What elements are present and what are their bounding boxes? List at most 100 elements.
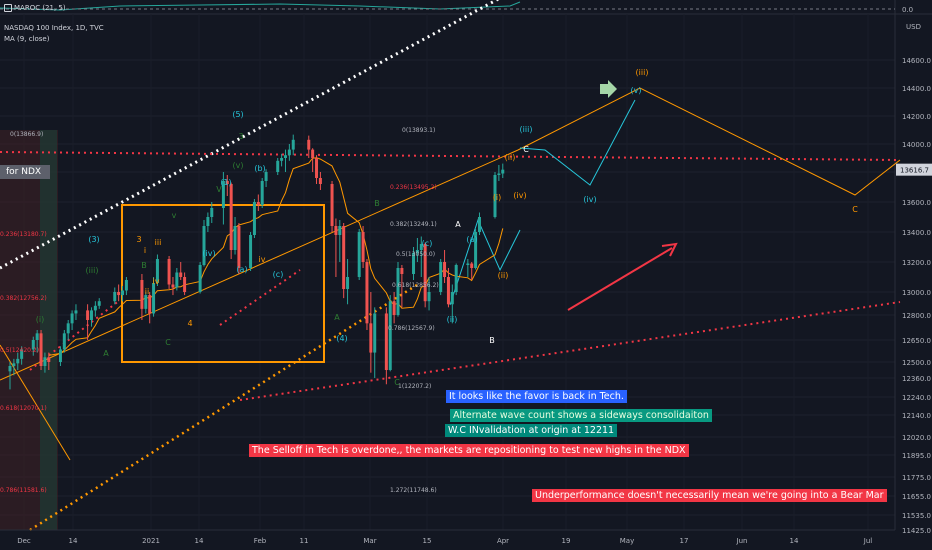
candle-body: [276, 160, 280, 172]
candle-body: [148, 295, 152, 314]
candle-body: [318, 178, 322, 184]
price-tick-label: 13000.0: [902, 289, 931, 297]
candle-body: [338, 226, 342, 235]
fib-label: 0.5(12420.2): [0, 347, 39, 354]
fib-label: 0.236(13180.7): [0, 231, 47, 238]
fib-label: 0.618(12070.1): [0, 405, 47, 412]
candle-body: [229, 184, 233, 250]
candle-body: [171, 284, 175, 288]
arrow-red: [567, 247, 673, 311]
candle-body: [47, 357, 51, 362]
channel-bottom: [29, 281, 421, 532]
candle-body: [260, 181, 264, 205]
candle-body: [283, 155, 287, 158]
wave-label: (a): [236, 265, 247, 274]
arrow-green: [600, 80, 617, 98]
projection-teal-2: [449, 218, 521, 306]
note-selloff: The Selloff in Tech is overdone,, the ma…: [249, 444, 689, 457]
wave-labels: (iii) (v) (iv) (iii) C (ii) (i) (iv) (ii) (ii) (a)…: [36, 68, 858, 387]
candle-body: [373, 313, 377, 353]
fib-label: 1.272(11748.6): [390, 487, 437, 494]
wave-label: B: [489, 336, 495, 345]
time-axis: Dec 14 2021 14 Feb 11 Mar 15 Apr 19 May 17 Jun 14 Jul: [0, 529, 895, 545]
wave-label: (c): [422, 239, 433, 248]
wave-label: A: [334, 313, 340, 322]
candle-body: [167, 259, 171, 285]
last-price-badge: [896, 163, 932, 176]
candle-body: [12, 363, 16, 366]
candle-body: [39, 333, 43, 366]
price-tick-label: 14200.0: [902, 113, 931, 121]
fib-label: 0.786(12567.9): [388, 325, 435, 332]
price-tick-label: 12020.0: [902, 434, 931, 442]
wave-label: A: [103, 349, 109, 358]
candle-body: [140, 280, 144, 309]
price-tick-label: 11775.0: [902, 474, 931, 482]
candle-body: [256, 202, 260, 205]
drawings: [0, 0, 901, 532]
fib-label: 0(13893.1): [402, 127, 435, 134]
candle-body: [365, 262, 369, 324]
candle-body: [89, 310, 93, 320]
candle-body: [443, 262, 447, 277]
wave-label: V: [216, 185, 222, 194]
price-tick-label: 12500.0: [902, 359, 931, 367]
wave-label: (4): [336, 334, 347, 343]
candle-body: [233, 226, 237, 250]
candle-body: [249, 235, 253, 268]
fib-label: 0.618(12856.2): [392, 282, 439, 289]
fib-label: 0.5(13050.0): [396, 251, 435, 258]
candle-body: [474, 232, 478, 268]
candle-body: [152, 283, 156, 314]
fib-label: 0.382(12756.2): [0, 295, 47, 302]
candle-body: [225, 181, 229, 184]
projection-teal: [519, 99, 636, 186]
time-tick-label: Jun: [736, 537, 748, 545]
price-tick-label: 14600.0: [902, 57, 931, 65]
wave-label: C: [165, 338, 171, 347]
wave-label: 4: [187, 319, 192, 328]
wave-label: (i): [493, 193, 501, 202]
wave-label: ii: [145, 287, 149, 296]
candle-body: [70, 313, 74, 324]
candle-body: [155, 259, 159, 283]
candle-body: [450, 292, 454, 305]
wave-label: (iv): [202, 249, 215, 258]
candle-body: [198, 265, 202, 292]
candle-body: [58, 349, 62, 362]
candle-body: [477, 217, 481, 232]
wave-label: (iv): [513, 191, 526, 200]
time-tick-label: 14: [195, 537, 204, 545]
candle-body: [43, 357, 47, 366]
candle-body: [334, 226, 338, 235]
highlight-zone-green: [40, 130, 57, 530]
candle-body: [412, 253, 416, 274]
note-favor: It looks like the favor is back in Tech.: [446, 390, 627, 403]
price-tick-label: 13200.0: [902, 259, 931, 267]
fib-label: 0.786(11581.6): [0, 487, 47, 494]
price-tick-label: 14400.0: [902, 85, 931, 93]
candles: [8, 134, 505, 390]
time-tick-label: 19: [562, 537, 571, 545]
time-tick-label: 14: [69, 537, 78, 545]
price-tick-label: 11535.0: [902, 512, 931, 520]
wave-label: iv: [153, 277, 160, 286]
candle-body: [454, 265, 458, 292]
time-tick-label: May: [620, 537, 634, 545]
price-tick-label: 13400.0: [902, 229, 931, 237]
wave-label: C: [852, 205, 858, 214]
candle-body: [497, 173, 501, 175]
wave-label: (i): [36, 315, 44, 324]
candle-body: [86, 310, 90, 320]
price-tick-label: 12650.0: [902, 337, 931, 345]
collapse-icon[interactable]: [4, 4, 12, 12]
wave-label: (v): [631, 86, 642, 95]
price-tick-label: 13600.0: [902, 199, 931, 207]
ma-label: MA (9, close): [4, 35, 50, 43]
candle-body: [315, 158, 319, 178]
fib-label: 0(13866.9): [10, 131, 43, 138]
wave-label: (iii): [520, 125, 533, 134]
candle-body: [361, 232, 365, 262]
candle-body: [400, 268, 404, 274]
